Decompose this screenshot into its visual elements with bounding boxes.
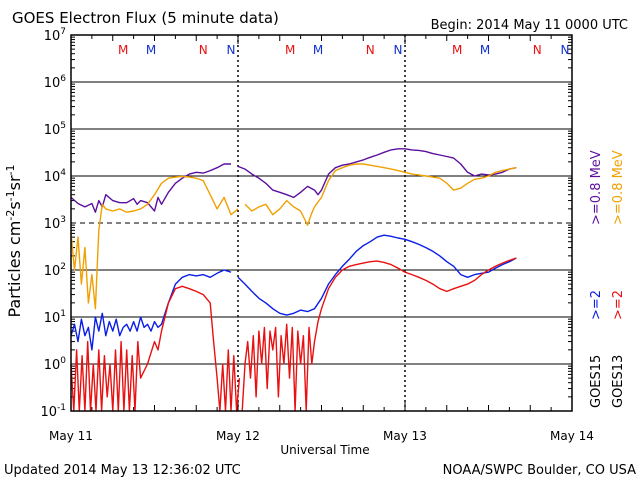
y-tick-base: 10 (44, 311, 61, 326)
x-axis-label: Universal Time (280, 443, 369, 457)
ylabel-sr: sr (5, 175, 24, 190)
mn-marker: N (227, 43, 236, 57)
legend-entry: >=0.8 MeV (611, 150, 626, 225)
svg-text:Particles cm-2s-1sr-1: Particles cm-2s-1sr-1 (4, 164, 24, 317)
mn-marker: M (118, 43, 128, 57)
plot-frame (70, 34, 573, 412)
y-tick-base: 10 (40, 405, 57, 420)
legend-entry: GOES15 (589, 355, 604, 408)
legend-text: >=0.8 MeV (589, 150, 604, 225)
ylabel-s: s (5, 201, 24, 209)
ylabel-exp3: -1 (4, 164, 17, 175)
grid-lines (70, 35, 573, 411)
y-tick-exp: 5 (60, 121, 66, 131)
ylabel-exp2: -1 (4, 190, 17, 201)
x-tick-label: May 14 (550, 429, 594, 443)
y-axis-label: Particles cm-2s-1sr-1 (4, 164, 24, 317)
y-tick-base: 10 (44, 358, 61, 373)
ylabel-exp1: -2 (4, 210, 17, 221)
x-tick-label: May 13 (383, 429, 427, 443)
y-tick-exp: -1 (57, 403, 66, 413)
legend-text: >=2 (589, 290, 604, 320)
mn-marker: M (452, 43, 462, 57)
y-tick-label: 10-1 (40, 403, 66, 420)
ylabel-base: Particles cm (5, 221, 24, 318)
y-tick-label: 103 (44, 215, 66, 232)
mn-marker: M (146, 43, 156, 57)
y-tick-base: 10 (44, 76, 61, 91)
y-tick-exp: 3 (60, 215, 66, 225)
y-tick-label: 106 (44, 74, 67, 91)
legend-text: GOES13 (611, 355, 626, 408)
y-tick-exp: 6 (60, 74, 66, 84)
x-tick-label: May 11 (49, 429, 93, 443)
y-tick-label: 104 (44, 168, 67, 185)
y-tick-exp: 4 (60, 168, 66, 178)
x-tick-label: May 12 (216, 429, 260, 443)
legend-text: >=2 (611, 290, 626, 320)
y-tick-base: 10 (44, 170, 61, 185)
legend-entry: >=2 (611, 290, 626, 320)
y-tick-exp: 7 (60, 27, 66, 37)
updated-timestamp: Updated 2014 May 13 12:36:02 UTC (4, 463, 241, 478)
legend-entry: >=2 (589, 290, 604, 320)
mn-marker: M (285, 43, 295, 57)
y-tick-label: 102 (44, 262, 66, 279)
mn-marker: N (533, 43, 542, 57)
mn-marker: N (199, 43, 208, 57)
y-tick-base: 10 (44, 264, 61, 279)
y-tick-base: 10 (44, 123, 61, 138)
mn-marker: N (561, 43, 570, 57)
series-line (70, 234, 517, 351)
series-lines (70, 148, 517, 412)
y-tick-label: 100 (44, 356, 67, 373)
y-tick-base: 10 (44, 217, 61, 232)
legend-text: GOES15 (589, 355, 604, 408)
mn-marker: M (480, 43, 490, 57)
legend-text: >=0.8 MeV (611, 150, 626, 225)
legend-entry: >=0.8 MeV (589, 150, 604, 225)
legend-right: >=0.8 MeV >=0.8 MeV >=2 >=2 GOES15 GOES13 (589, 150, 626, 408)
series-line (70, 257, 517, 412)
y-tick-exp: 2 (60, 262, 66, 272)
series-line (70, 163, 517, 310)
y-tick-label: 101 (44, 309, 66, 326)
legend-entry: GOES13 (611, 355, 626, 408)
mn-marker: N (394, 43, 403, 57)
y-tick-exp: 0 (60, 356, 66, 366)
y-tick-label: 107 (44, 27, 66, 44)
chart-title: GOES Electron Flux (5 minute data) (12, 9, 279, 27)
y-tick-exp: 1 (60, 309, 66, 319)
mn-marker: M (313, 43, 323, 57)
mn-marker: N (366, 43, 375, 57)
series-line (70, 148, 517, 213)
y-tick-base: 10 (44, 29, 61, 44)
credit-text: NOAA/SWPC Boulder, CO USA (443, 463, 636, 478)
x-tick-labels: May 11 May 12 May 13 May 14 (49, 429, 594, 443)
begin-date: Begin: 2014 May 11 0000 UTC (431, 18, 628, 33)
y-tick-label: 105 (44, 121, 66, 138)
